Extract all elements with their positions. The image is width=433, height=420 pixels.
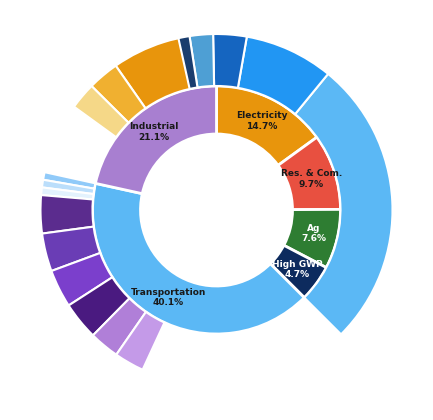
Wedge shape <box>41 195 94 234</box>
Wedge shape <box>95 86 216 194</box>
Wedge shape <box>43 172 95 189</box>
Wedge shape <box>42 180 94 194</box>
Wedge shape <box>336 239 388 255</box>
Text: Electricity
14.7%: Electricity 14.7% <box>236 111 288 131</box>
Wedge shape <box>284 210 340 268</box>
Wedge shape <box>329 137 381 167</box>
Wedge shape <box>337 235 389 251</box>
Wedge shape <box>278 137 340 210</box>
Wedge shape <box>255 43 314 107</box>
Wedge shape <box>338 232 390 245</box>
Wedge shape <box>116 34 216 108</box>
Wedge shape <box>69 277 129 335</box>
Wedge shape <box>93 184 304 334</box>
Wedge shape <box>91 66 145 123</box>
Wedge shape <box>295 74 392 334</box>
Wedge shape <box>41 187 94 199</box>
Wedge shape <box>238 37 328 114</box>
Wedge shape <box>42 227 100 271</box>
Wedge shape <box>326 127 377 158</box>
Wedge shape <box>116 312 165 370</box>
Text: Industrial
21.1%: Industrial 21.1% <box>129 122 178 142</box>
Wedge shape <box>285 64 359 137</box>
Wedge shape <box>216 86 317 165</box>
Wedge shape <box>178 36 197 89</box>
Text: Transportation
40.1%: Transportation 40.1% <box>131 288 206 307</box>
Wedge shape <box>270 245 326 298</box>
Text: High GWP
4.7%: High GWP 4.7% <box>272 260 323 279</box>
Wedge shape <box>333 148 389 186</box>
Text: Ag
7.6%: Ag 7.6% <box>301 224 326 243</box>
Wedge shape <box>338 176 392 210</box>
Wedge shape <box>74 86 129 137</box>
Wedge shape <box>52 253 112 305</box>
Wedge shape <box>93 298 146 355</box>
Text: Res. & Com.
9.7%: Res. & Com. 9.7% <box>281 169 342 189</box>
Wedge shape <box>190 34 214 87</box>
Wedge shape <box>326 241 387 292</box>
Wedge shape <box>213 34 247 88</box>
